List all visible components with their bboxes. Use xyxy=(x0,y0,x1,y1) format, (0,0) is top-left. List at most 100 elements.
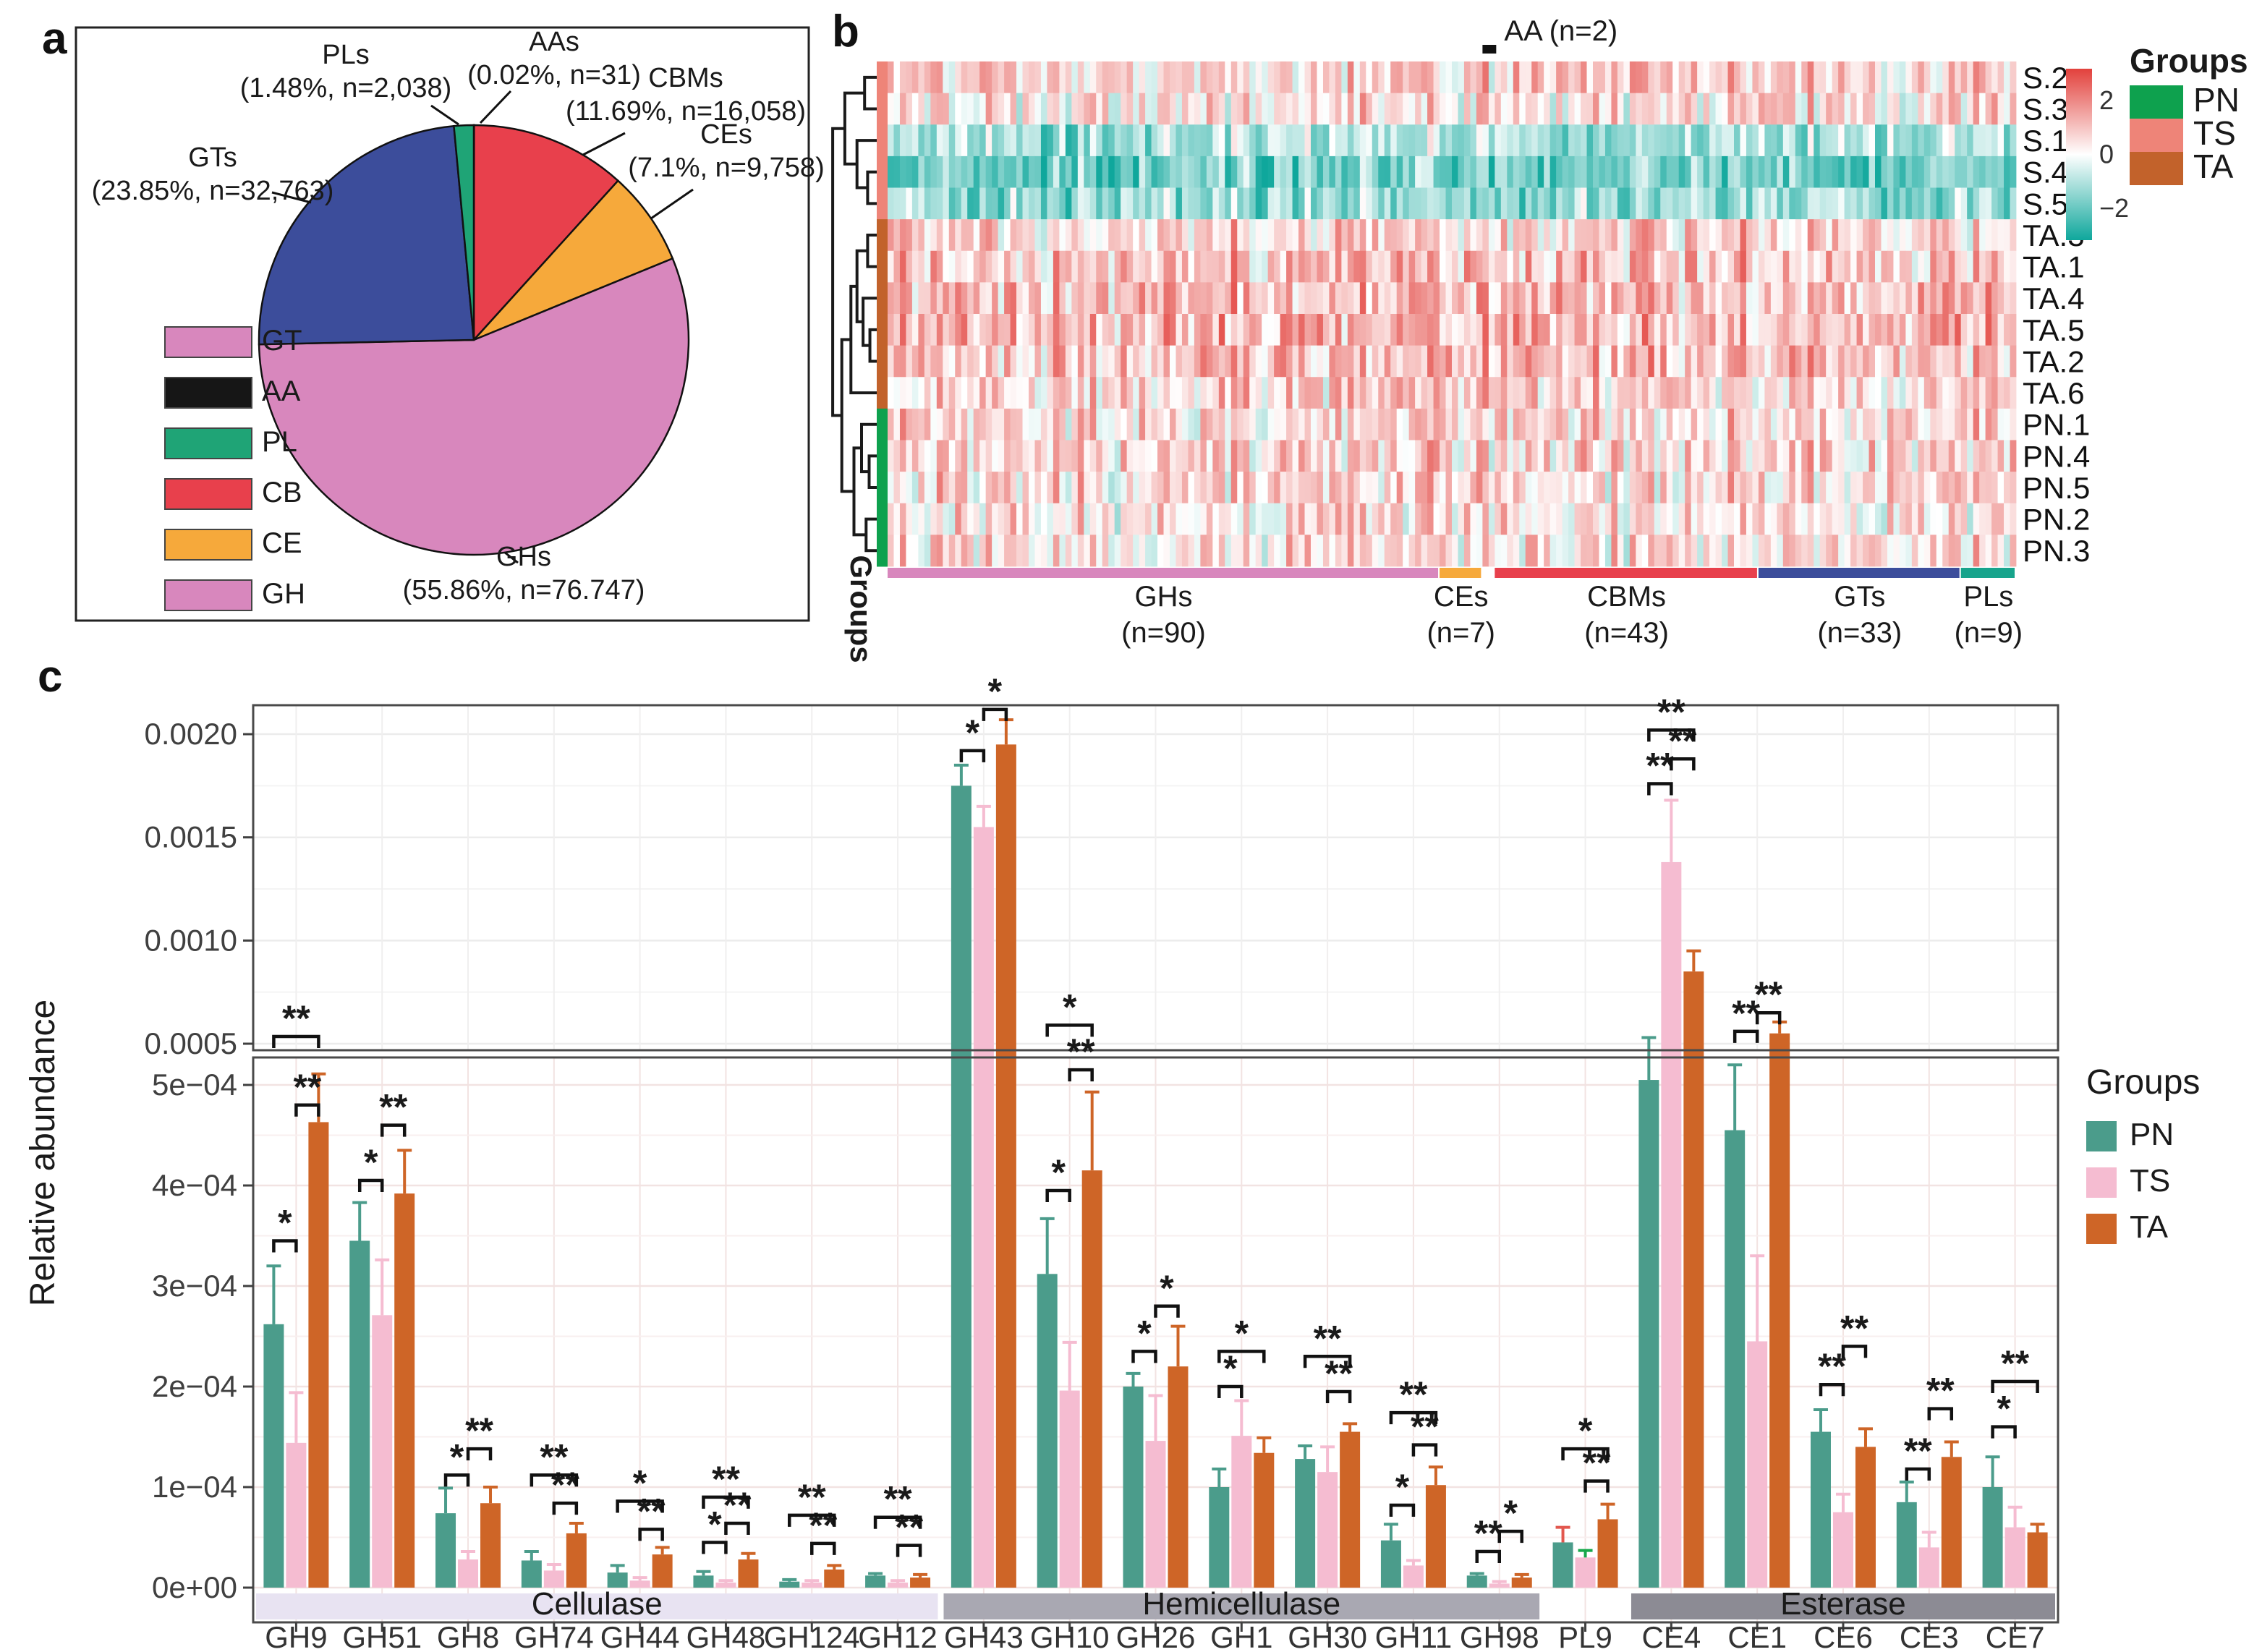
heatmap-cell xyxy=(1262,219,1269,252)
heatmap-cell xyxy=(906,219,913,252)
heatmap-cell xyxy=(1089,282,1097,315)
heatmap-cell xyxy=(992,314,999,346)
heatmap-cell xyxy=(1280,250,1287,283)
heatmap-cell xyxy=(1384,377,1391,409)
heatmap-cell xyxy=(1807,219,1814,252)
col-group-name: GHs xyxy=(1135,581,1193,613)
heatmap-cell xyxy=(1445,187,1453,220)
heatmap-cell xyxy=(1641,61,1649,94)
heatmap-cell xyxy=(1139,61,1146,94)
heatmap-cell xyxy=(1581,282,1587,315)
heatmap-cell xyxy=(1856,440,1863,472)
heatmap-cell xyxy=(1322,93,1330,125)
heatmap-cell xyxy=(1133,472,1140,504)
heatmap-cell xyxy=(1433,345,1440,378)
heatmap-cell xyxy=(1770,345,1777,378)
col-group-name: CBMs xyxy=(1587,581,1666,613)
heatmap-cell xyxy=(1537,440,1544,472)
heatmap-cell xyxy=(1519,535,1526,567)
heatmap-cell xyxy=(1016,250,1023,283)
heatmap-cell xyxy=(1666,93,1673,125)
heatmap-cell xyxy=(1734,440,1740,472)
heatmap-cell xyxy=(1727,156,1735,188)
bar-PL9-PN xyxy=(1552,1542,1573,1588)
heatmap-cell xyxy=(1734,156,1740,188)
heatmap-cell xyxy=(1893,408,1900,440)
heatmap-cell xyxy=(1979,408,1986,440)
heatmap-cell xyxy=(1513,124,1520,157)
heatmap-cell xyxy=(2010,219,2017,252)
heatmap-cell xyxy=(1403,282,1410,315)
heatmap-cell xyxy=(1507,377,1514,409)
sig-label: ** xyxy=(1926,1371,1955,1411)
heatmap-cell xyxy=(1586,250,1594,283)
heatmap-cell xyxy=(1495,503,1502,535)
heatmap-cell xyxy=(1549,219,1557,252)
heatmap-cell xyxy=(1243,535,1250,567)
heatmap-cell xyxy=(1225,408,1232,440)
heatmap-cell xyxy=(1329,93,1336,125)
heatmap-cell xyxy=(1997,345,2004,378)
heatmap-cell xyxy=(1262,377,1269,409)
heatmap-cell xyxy=(1654,282,1661,315)
colorbar xyxy=(2066,69,2092,240)
heatmap-cell xyxy=(1814,408,1821,440)
heatmap-cell xyxy=(1697,535,1704,567)
heatmap-cell xyxy=(1507,282,1514,315)
heatmap-cell xyxy=(1581,440,1587,472)
bar-GH44-PN xyxy=(607,1572,628,1588)
heatmap-cell xyxy=(1709,93,1716,125)
heatmap-cell xyxy=(1200,156,1207,188)
heatmap-cell xyxy=(1206,219,1213,252)
heatmap-cell xyxy=(1458,314,1465,346)
heatmap-cell xyxy=(1133,408,1140,440)
heatmap-cell xyxy=(1697,219,1704,252)
heatmap-cell xyxy=(1844,503,1851,535)
heatmap-cell xyxy=(1347,314,1354,346)
heatmap-cell xyxy=(1697,187,1704,220)
heatmap-cell xyxy=(1004,61,1011,94)
heatmap-cell xyxy=(1666,472,1673,504)
heatmap-cell xyxy=(1415,377,1422,409)
heatmap-cell xyxy=(1513,61,1520,94)
heatmap-cell xyxy=(1384,408,1391,440)
heatmap-cell xyxy=(893,219,901,252)
heatmap-cell xyxy=(1218,250,1225,283)
heatmap-cell xyxy=(1985,124,1992,157)
heatmap-cell xyxy=(1341,503,1348,535)
heatmap-cell xyxy=(1170,124,1176,157)
heatmap-cell xyxy=(1881,61,1888,94)
heatmap-cell xyxy=(1396,535,1403,567)
heatmap-cell xyxy=(1077,187,1084,220)
heatmap-cell xyxy=(998,156,1005,188)
heatmap-row-label: TA.4 xyxy=(2023,281,2085,315)
heatmap-cell xyxy=(1396,503,1403,535)
bar-CE7-TA xyxy=(2027,1532,2048,1588)
heatmap-cell xyxy=(1433,282,1440,315)
heatmap-cell xyxy=(1740,93,1747,125)
heatmap-cell xyxy=(1887,250,1894,283)
heatmap-cell xyxy=(1359,314,1366,346)
bar-GH51-TA xyxy=(394,1193,415,1588)
heatmap-cell xyxy=(1408,472,1416,504)
heatmap-cell xyxy=(943,440,950,472)
heatmap-cell xyxy=(1697,345,1704,378)
heatmap-cell xyxy=(1390,377,1398,409)
sig-bracket xyxy=(702,1541,728,1554)
heatmap-cell xyxy=(1856,503,1863,535)
heatmap-cell xyxy=(1084,377,1091,409)
heatmap-cell xyxy=(1378,503,1385,535)
sig-bracket xyxy=(1583,1479,1610,1493)
bar-GH30-TA xyxy=(1340,1431,1361,1588)
heatmap-cell xyxy=(1617,472,1624,504)
heatmap-cell xyxy=(1948,314,1955,346)
heatmap-cell xyxy=(1084,219,1091,252)
heatmap-cell xyxy=(1960,219,1968,252)
heatmap-cell xyxy=(1604,472,1612,504)
heatmap-cell xyxy=(1819,250,1827,283)
heatmap-cell xyxy=(1230,503,1238,535)
heatmap-cell xyxy=(1329,156,1336,188)
heatmap-cell xyxy=(1476,345,1483,378)
bar-GH74-TS xyxy=(543,1570,564,1588)
heatmap-cell xyxy=(955,156,962,188)
